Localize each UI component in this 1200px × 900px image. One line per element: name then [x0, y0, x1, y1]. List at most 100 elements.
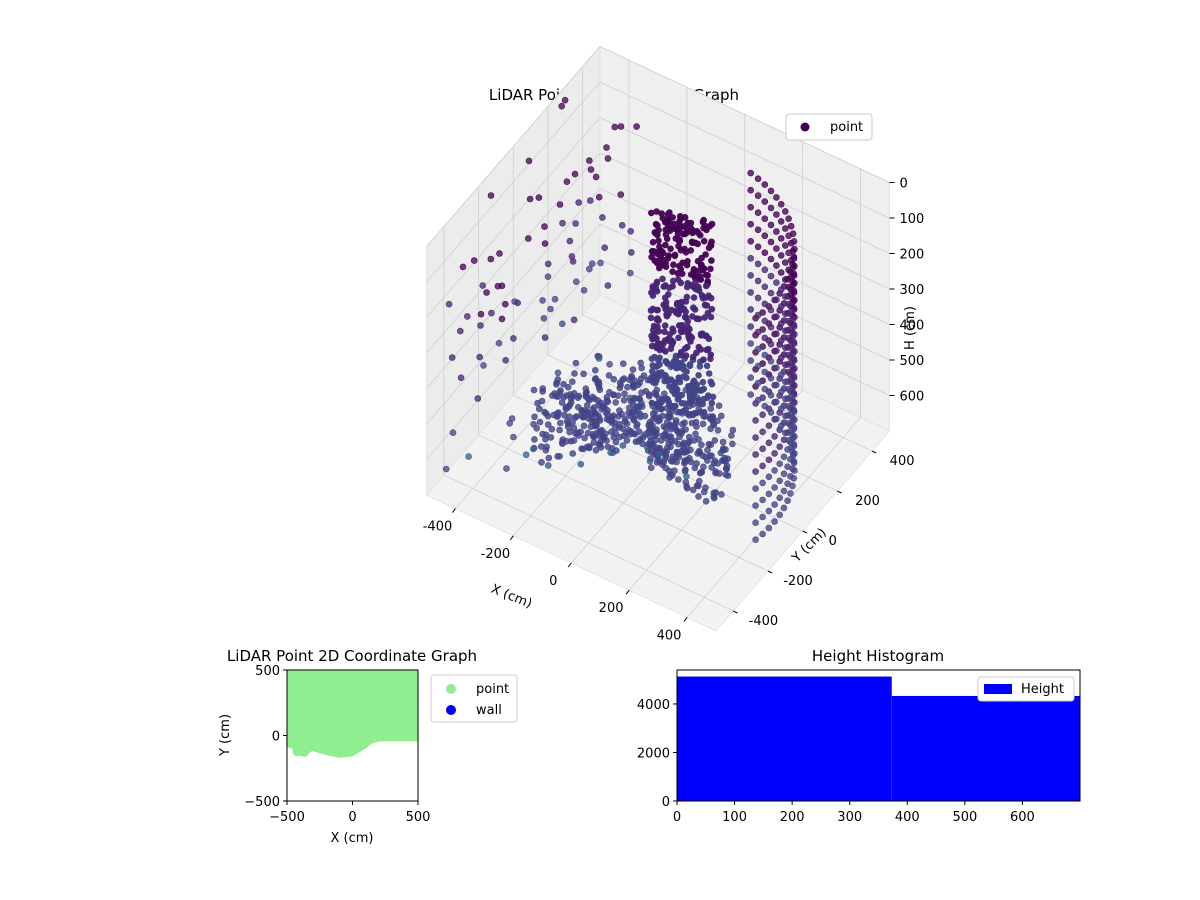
- x-tick-mark: [452, 508, 456, 513]
- point-marker: [637, 411, 645, 419]
- point-marker: [653, 316, 661, 323]
- point-marker: [487, 192, 495, 199]
- point-marker: [561, 96, 569, 104]
- point-marker: [777, 252, 785, 259]
- grid-line-y: [443, 226, 734, 612]
- point-marker: [780, 504, 788, 512]
- point-marker: [640, 372, 648, 379]
- point-marker: [627, 249, 635, 256]
- point-marker: [773, 296, 780, 304]
- legend-marker-point: [446, 684, 456, 694]
- point-marker: [612, 399, 620, 406]
- point-marker: [456, 327, 464, 335]
- point-marker: [561, 411, 568, 419]
- chart-2d-title: LiDAR Point 2D Coordinate Graph: [227, 647, 477, 665]
- point-marker: [653, 306, 661, 314]
- point-marker: [752, 451, 759, 458]
- point-marker: [675, 476, 682, 483]
- point-marker: [577, 460, 585, 468]
- point-marker: [531, 413, 538, 421]
- point-marker: [789, 482, 796, 490]
- point-marker: [539, 297, 546, 304]
- point-marker: [465, 453, 472, 460]
- legend-swatch-height: [984, 684, 1012, 694]
- point-marker: [581, 434, 588, 442]
- point-marker: [761, 334, 769, 342]
- point-marker: [582, 385, 590, 393]
- point-marker: [683, 261, 691, 269]
- point-marker: [677, 215, 685, 222]
- point-marker: [777, 388, 785, 396]
- point-marker: [544, 412, 552, 420]
- point-marker: [747, 357, 755, 364]
- point-marker: [729, 426, 737, 434]
- point-marker: [598, 405, 605, 413]
- point-marker: [671, 422, 678, 430]
- point-marker: [687, 333, 695, 340]
- y-tick-label: 0: [829, 534, 837, 549]
- point-marker: [761, 300, 769, 308]
- point-marker: [765, 507, 773, 515]
- point-marker: [544, 421, 552, 428]
- point-marker: [677, 351, 684, 359]
- point-marker: [586, 197, 594, 204]
- point-marker: [655, 399, 663, 407]
- point-marker: [695, 477, 703, 485]
- point-marker: [662, 226, 670, 234]
- chart-3d-legend-box: [785, 113, 873, 141]
- y-tick-label: 200: [855, 494, 880, 509]
- point-marker: [619, 360, 627, 368]
- point-marker: [747, 272, 755, 279]
- point-marker: [767, 204, 775, 212]
- point-marker: [776, 511, 784, 519]
- point-marker: [590, 404, 598, 411]
- point-marker: [698, 386, 706, 394]
- point-marker: [790, 474, 798, 482]
- point-marker: [781, 412, 789, 420]
- z-tick-label: 400: [900, 319, 925, 334]
- point-marker: [660, 283, 668, 290]
- point-marker: [773, 211, 780, 218]
- z-tick-label: 600: [900, 390, 925, 405]
- point-marker: [765, 524, 773, 532]
- point-marker: [682, 308, 690, 316]
- point-marker: [687, 219, 695, 227]
- point-marker: [700, 356, 707, 364]
- point-marker: [667, 345, 675, 353]
- histogram-legend: Height: [977, 676, 1075, 702]
- point-marker: [541, 223, 548, 230]
- point-marker: [662, 298, 670, 306]
- z-tick-label: 0: [900, 177, 908, 192]
- point-marker: [629, 400, 637, 408]
- y-tick-label: −500: [244, 795, 280, 810]
- point-marker: [781, 293, 789, 300]
- point-marker: [542, 446, 550, 454]
- point-marker: [571, 370, 578, 377]
- point-marker: [697, 276, 705, 283]
- point-marker: [761, 385, 769, 393]
- point-marker: [669, 277, 677, 285]
- point-marker: [477, 322, 484, 329]
- point-marker: [649, 335, 656, 343]
- point-marker: [704, 271, 712, 279]
- point-marker: [672, 309, 680, 317]
- point-marker: [682, 386, 690, 394]
- point-marker: [656, 256, 664, 263]
- point-marker: [653, 341, 661, 349]
- point-marker: [689, 304, 697, 312]
- point-marker: [445, 300, 453, 308]
- point-marker: [664, 210, 672, 218]
- point-marker: [667, 363, 675, 371]
- point-marker: [649, 415, 657, 423]
- point-marker: [617, 381, 624, 389]
- point-marker: [448, 354, 456, 361]
- grid-line-x: [686, 168, 861, 618]
- point-marker: [285, 733, 296, 744]
- point-marker: [767, 221, 775, 229]
- point-marker: [529, 445, 537, 453]
- point-marker: [787, 359, 795, 366]
- point-marker: [767, 340, 775, 348]
- point-marker: [677, 265, 685, 273]
- point-marker: [649, 238, 657, 246]
- point-marker: [780, 453, 788, 461]
